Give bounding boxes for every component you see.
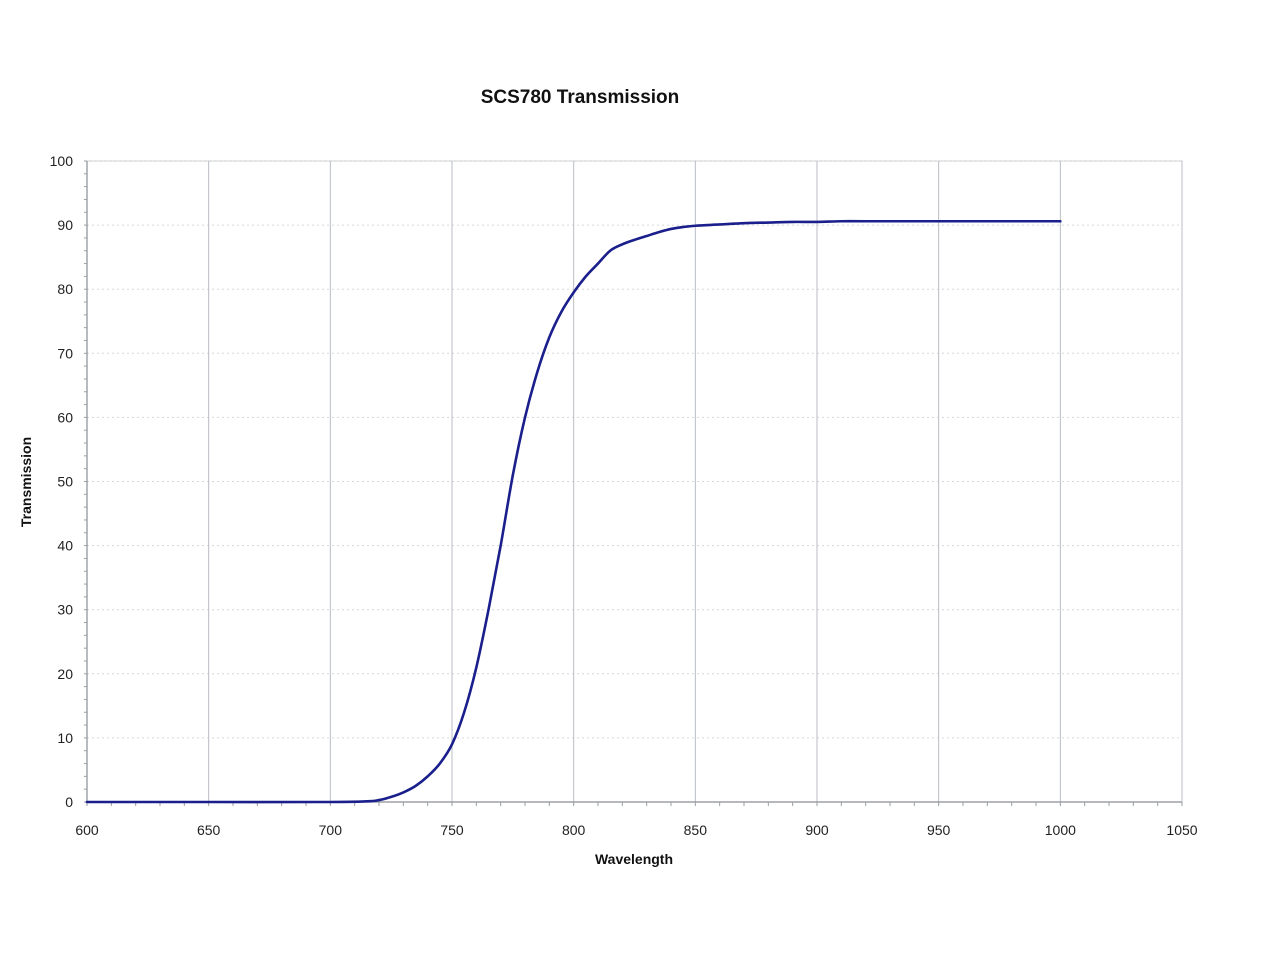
y-tick-label: 50 bbox=[57, 474, 73, 490]
axes bbox=[84, 160, 1183, 806]
x-tick-label: 800 bbox=[562, 822, 586, 838]
y-tick-label: 70 bbox=[57, 345, 73, 361]
x-tick-label: 750 bbox=[440, 822, 464, 838]
y-tick-label: 20 bbox=[57, 666, 73, 682]
y-axis-label: Transmission bbox=[18, 437, 34, 527]
y-tick-label: 100 bbox=[50, 153, 74, 169]
series-line bbox=[85, 219, 1062, 804]
y-tick-label: 80 bbox=[57, 281, 73, 297]
x-tick-label: 950 bbox=[927, 822, 951, 838]
series-layer bbox=[85, 219, 1062, 804]
x-axis-label: Wavelength bbox=[595, 851, 673, 867]
x-tick-label: 1050 bbox=[1166, 822, 1197, 838]
x-tick-label: 900 bbox=[805, 822, 829, 838]
y-tick-label: 0 bbox=[65, 794, 73, 810]
x-tick-label: 600 bbox=[75, 822, 99, 838]
x-tick-label: 650 bbox=[197, 822, 221, 838]
y-tick-label: 60 bbox=[57, 409, 73, 425]
chart-title: SCS780 Transmission bbox=[481, 87, 680, 108]
grid bbox=[86, 160, 1183, 803]
x-tick-label: 700 bbox=[319, 822, 343, 838]
y-tick-label: 10 bbox=[57, 730, 73, 746]
x-tick-label: 1000 bbox=[1045, 822, 1076, 838]
y-tick-label: 40 bbox=[57, 538, 73, 554]
x-tick-label: 850 bbox=[684, 822, 708, 838]
y-tick-label: 90 bbox=[57, 217, 73, 233]
y-tick-label: 30 bbox=[57, 602, 73, 618]
tick-labels: 600 650 700 750 800 850 900 950 1000 1050 0 10 20 30 4… bbox=[50, 153, 1198, 838]
